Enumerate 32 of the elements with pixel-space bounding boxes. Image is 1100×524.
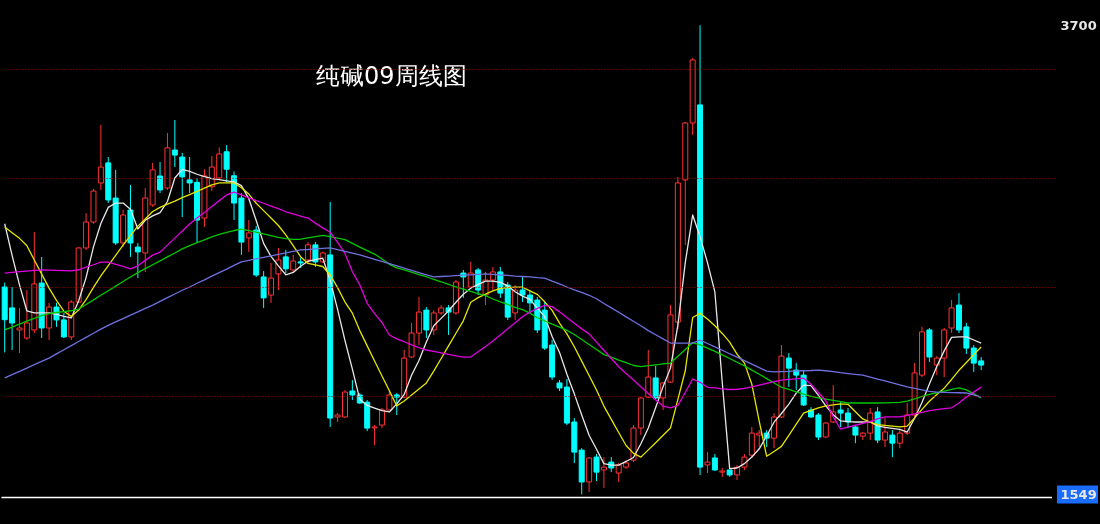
- candlestick: [704, 451, 711, 474]
- candlestick: [948, 299, 955, 334]
- candlestick: [179, 152, 186, 218]
- candlestick: [134, 242, 141, 279]
- candlestick: [282, 249, 289, 274]
- y-tick-label: 1549: [1060, 486, 1097, 502]
- text: 纯碱09周线图: [316, 62, 467, 90]
- candlestick: [245, 219, 252, 253]
- candlestick: [785, 352, 792, 388]
- candlestick: [305, 241, 311, 264]
- candlestick: [393, 392, 400, 416]
- candlestick: [46, 302, 53, 341]
- candlestick: [586, 456, 593, 493]
- candlestick: [97, 124, 104, 191]
- candlestick: [475, 267, 482, 296]
- candlestick: [593, 453, 600, 482]
- candlestick: [467, 261, 474, 289]
- candlestick: [423, 306, 430, 339]
- candlestick: [889, 429, 896, 458]
- candlestick: [371, 424, 378, 446]
- candlestick: [512, 284, 519, 321]
- candlestick: [882, 417, 889, 448]
- candlestick: [223, 144, 230, 183]
- candlestick: [652, 365, 659, 400]
- y-tick-label: 3700: [1060, 17, 1097, 33]
- candlestick: [600, 456, 607, 489]
- candlestick: [771, 412, 778, 449]
- candlestick: [268, 262, 275, 304]
- candlestick: [275, 247, 282, 291]
- candlestick: [260, 270, 267, 309]
- candlestick: [157, 161, 164, 194]
- candlestick: [171, 119, 178, 168]
